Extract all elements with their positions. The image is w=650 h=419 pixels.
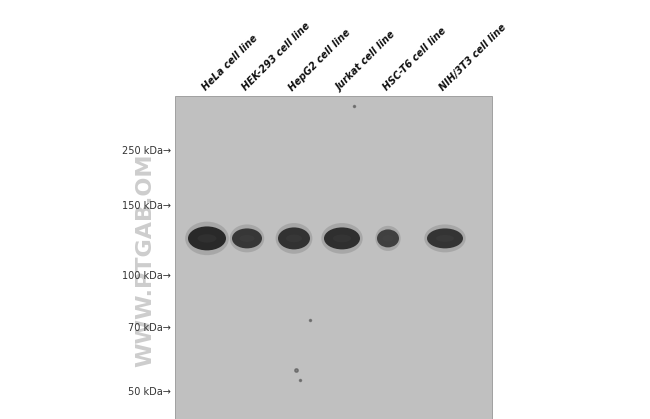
Ellipse shape (424, 225, 465, 252)
Text: 100 kDa→: 100 kDa→ (122, 272, 171, 281)
Bar (175, 96, 492, 419)
Ellipse shape (232, 228, 262, 248)
Ellipse shape (239, 235, 255, 242)
Text: 50 kDa→: 50 kDa→ (128, 387, 171, 397)
Ellipse shape (427, 228, 463, 248)
Text: HEK-293 cell line: HEK-293 cell line (240, 21, 312, 93)
Ellipse shape (229, 225, 265, 252)
Text: 150 kDa→: 150 kDa→ (122, 202, 171, 212)
Text: HeLa cell line: HeLa cell line (200, 34, 259, 93)
Ellipse shape (377, 230, 399, 247)
Text: Jurkat cell line: Jurkat cell line (335, 29, 398, 93)
Text: HSC-T6 cell line: HSC-T6 cell line (381, 26, 448, 93)
Ellipse shape (324, 228, 360, 249)
Ellipse shape (436, 235, 454, 242)
Ellipse shape (382, 235, 393, 241)
Ellipse shape (188, 226, 226, 251)
Text: 70 kDa→: 70 kDa→ (128, 323, 171, 333)
Ellipse shape (185, 222, 229, 255)
Text: WWW.PTGAB.OM: WWW.PTGAB.OM (135, 154, 155, 367)
Ellipse shape (333, 235, 351, 242)
Text: NIH/3T3 cell line: NIH/3T3 cell line (438, 22, 508, 93)
Text: HepG2 cell line: HepG2 cell line (287, 27, 352, 93)
Ellipse shape (198, 234, 216, 243)
Ellipse shape (321, 223, 363, 254)
Text: 250 kDa→: 250 kDa→ (122, 145, 171, 155)
Ellipse shape (286, 235, 302, 242)
Ellipse shape (278, 228, 310, 249)
Ellipse shape (276, 223, 313, 254)
Ellipse shape (375, 226, 400, 251)
